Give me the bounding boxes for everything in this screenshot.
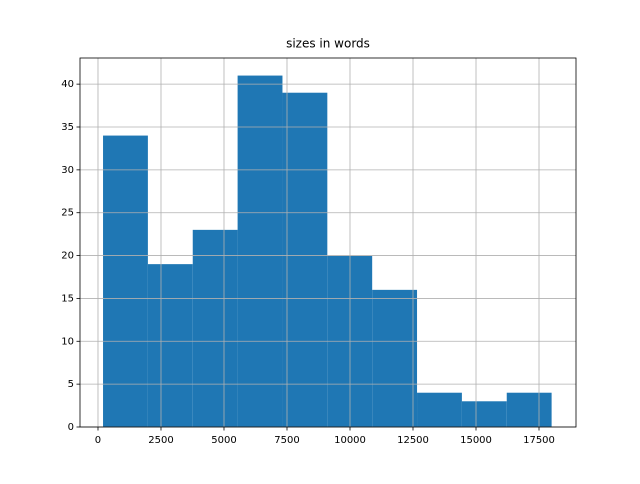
bar xyxy=(282,92,328,427)
plot-frame xyxy=(79,57,577,428)
bar xyxy=(237,75,283,428)
y-tick-label: 5 xyxy=(68,379,74,390)
x-tick-label: 10000 xyxy=(334,435,366,446)
bar xyxy=(461,401,507,427)
chart-title: sizes in words xyxy=(286,37,370,51)
y-tick-label: 0 xyxy=(68,422,74,433)
y-tick-label: 40 xyxy=(61,79,74,90)
x-tick-label: 5000 xyxy=(211,435,236,446)
y-tick-label: 10 xyxy=(61,336,74,347)
bar xyxy=(103,135,148,428)
x-tick-label: 0 xyxy=(95,435,101,446)
x-tick-label: 15000 xyxy=(460,435,492,446)
y-tick-label: 15 xyxy=(61,293,74,304)
bar xyxy=(147,264,193,427)
y-tick-label: 30 xyxy=(61,165,74,176)
x-tick-label: 2500 xyxy=(148,435,173,446)
y-tick-label: 25 xyxy=(61,208,74,219)
y-tick-label: 35 xyxy=(61,122,74,133)
y-tick-label: 20 xyxy=(61,251,74,262)
bar xyxy=(372,289,418,427)
bar xyxy=(506,392,552,427)
x-tick-label: 17500 xyxy=(523,435,555,446)
x-tick-label: 12500 xyxy=(397,435,429,446)
x-tick-label: 7500 xyxy=(274,435,299,446)
bar xyxy=(192,229,238,427)
bar xyxy=(417,392,462,427)
